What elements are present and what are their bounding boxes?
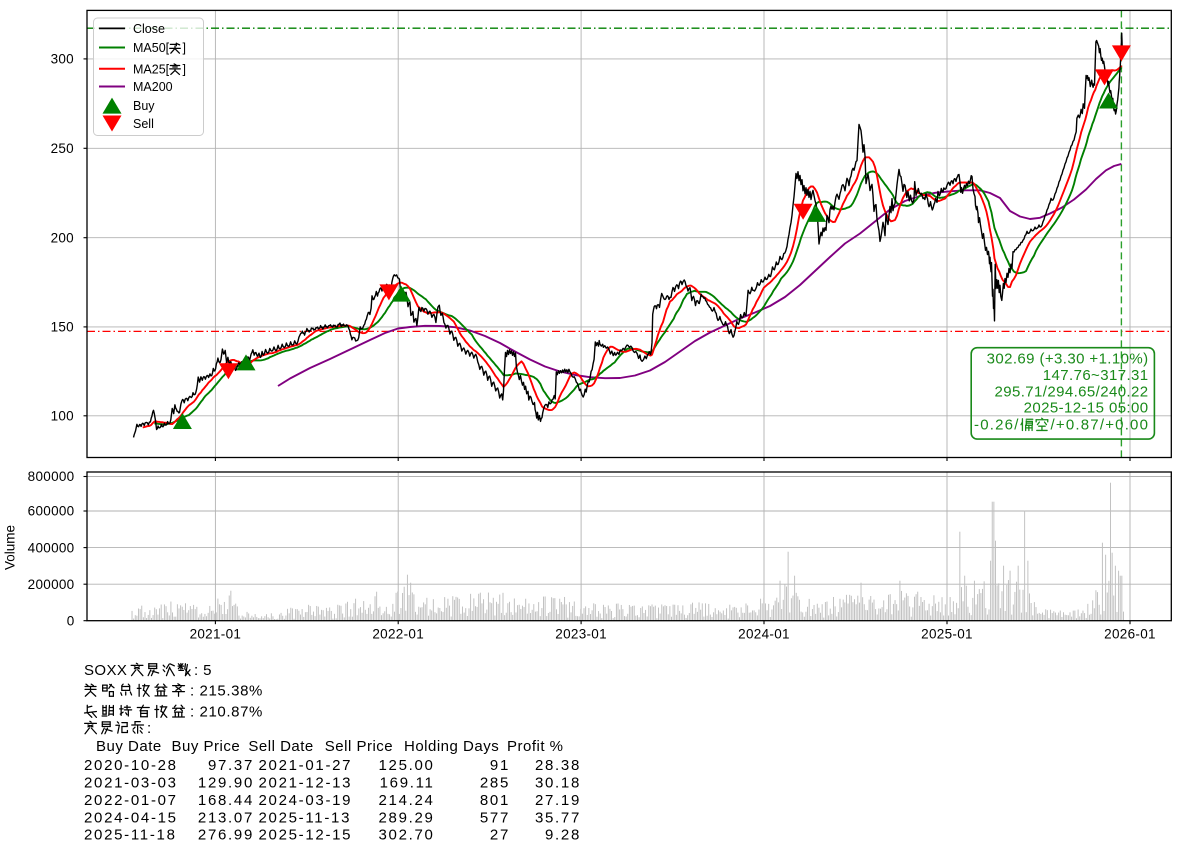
svg-text:Buy: Buy <box>133 99 155 113</box>
svg-text:MA50[: MA50[ <box>133 41 170 55</box>
svg-text:Volume: Volume <box>3 525 18 570</box>
svg-text:2024-03-19: 2024-03-19 <box>259 792 353 809</box>
svg-text:100: 100 <box>51 409 74 424</box>
svg-text:Buy Price: Buy Price <box>172 738 241 755</box>
svg-text:577: 577 <box>480 809 510 826</box>
svg-text:9.28: 9.28 <box>545 827 581 844</box>
svg-text:/+0.87/+0.00: /+0.87/+0.00 <box>1051 417 1150 434</box>
svg-text:2025-12-15 05:00: 2025-12-15 05:00 <box>1024 399 1149 416</box>
svg-text:27.19: 27.19 <box>535 792 581 809</box>
svg-text:28.38: 28.38 <box>535 757 581 774</box>
svg-text::: : <box>147 720 152 737</box>
svg-text:Profit %: Profit % <box>507 738 564 755</box>
svg-text:147.76~317.31: 147.76~317.31 <box>1043 367 1149 384</box>
svg-text:289.29: 289.29 <box>379 809 435 826</box>
svg-text:Sell Price: Sell Price <box>325 738 393 755</box>
svg-text:30.18: 30.18 <box>535 775 581 792</box>
svg-text:MA25[: MA25[ <box>133 63 170 77</box>
svg-text:285: 285 <box>480 775 510 792</box>
svg-text:250: 250 <box>51 141 74 156</box>
svg-text:168.44: 168.44 <box>198 792 254 809</box>
svg-text:2024-01: 2024-01 <box>738 627 790 642</box>
svg-text:2022-01: 2022-01 <box>372 627 424 642</box>
svg-text:214.24: 214.24 <box>379 792 435 809</box>
svg-text:-0.26/: -0.26/ <box>974 417 1020 434</box>
svg-text:Sell Date: Sell Date <box>248 738 313 755</box>
svg-text:200: 200 <box>51 230 74 245</box>
svg-text:800000: 800000 <box>28 469 75 484</box>
svg-text:169.11: 169.11 <box>380 775 435 792</box>
svg-text:]: ] <box>183 41 186 55</box>
svg-text:2025-11-13: 2025-11-13 <box>259 809 352 826</box>
svg-text:2022-01-07: 2022-01-07 <box>84 792 178 809</box>
svg-text:600000: 600000 <box>28 504 75 519</box>
svg-text:Holding Days: Holding Days <box>404 738 499 755</box>
svg-text:801: 801 <box>480 792 510 809</box>
svg-text:2023-01: 2023-01 <box>555 627 607 642</box>
svg-text:2021-03-03: 2021-03-03 <box>84 775 178 792</box>
svg-text:2025-01: 2025-01 <box>921 627 973 642</box>
svg-text:35.77: 35.77 <box>535 809 581 826</box>
svg-text:400000: 400000 <box>28 540 75 555</box>
svg-text:SOXX: SOXX <box>84 662 127 679</box>
svg-text:2021-01-27: 2021-01-27 <box>259 757 353 774</box>
svg-text:2020-10-28: 2020-10-28 <box>84 757 178 774</box>
svg-text:295.71/294.65/240.22: 295.71/294.65/240.22 <box>995 384 1149 401</box>
svg-text:97.37: 97.37 <box>208 757 254 774</box>
svg-text:: 5: : 5 <box>194 662 212 679</box>
svg-text:: 210.87%: : 210.87% <box>190 704 263 721</box>
svg-text:2026-01: 2026-01 <box>1104 627 1156 642</box>
svg-text:213.07: 213.07 <box>198 809 254 826</box>
svg-text:2025-12-15: 2025-12-15 <box>259 827 353 844</box>
svg-text:2021-12-13: 2021-12-13 <box>259 775 353 792</box>
svg-text:Sell: Sell <box>133 117 154 131</box>
svg-text:150: 150 <box>51 320 74 335</box>
svg-text:300: 300 <box>51 52 74 67</box>
svg-text:2024-04-15: 2024-04-15 <box>84 809 178 826</box>
svg-text:302.70: 302.70 <box>379 827 435 844</box>
svg-text:91: 91 <box>490 757 510 774</box>
svg-text:276.99: 276.99 <box>198 827 254 844</box>
svg-text:125.00: 125.00 <box>379 757 435 774</box>
svg-text:200000: 200000 <box>28 577 75 592</box>
svg-text:27: 27 <box>490 827 510 844</box>
svg-text:Close: Close <box>133 22 165 36</box>
svg-text:: 215.38%: : 215.38% <box>190 682 263 699</box>
svg-text:MA200: MA200 <box>133 80 173 94</box>
svg-text:129.90: 129.90 <box>198 775 254 792</box>
svg-text:2025-11-18: 2025-11-18 <box>84 827 177 844</box>
svg-text:Buy Date: Buy Date <box>96 738 162 755</box>
svg-text:]: ] <box>183 63 186 77</box>
svg-text:302.69 (+3.30 +1.10%): 302.69 (+3.30 +1.10%) <box>987 351 1149 368</box>
svg-text:2021-01: 2021-01 <box>190 627 242 642</box>
svg-text:0: 0 <box>67 613 75 628</box>
